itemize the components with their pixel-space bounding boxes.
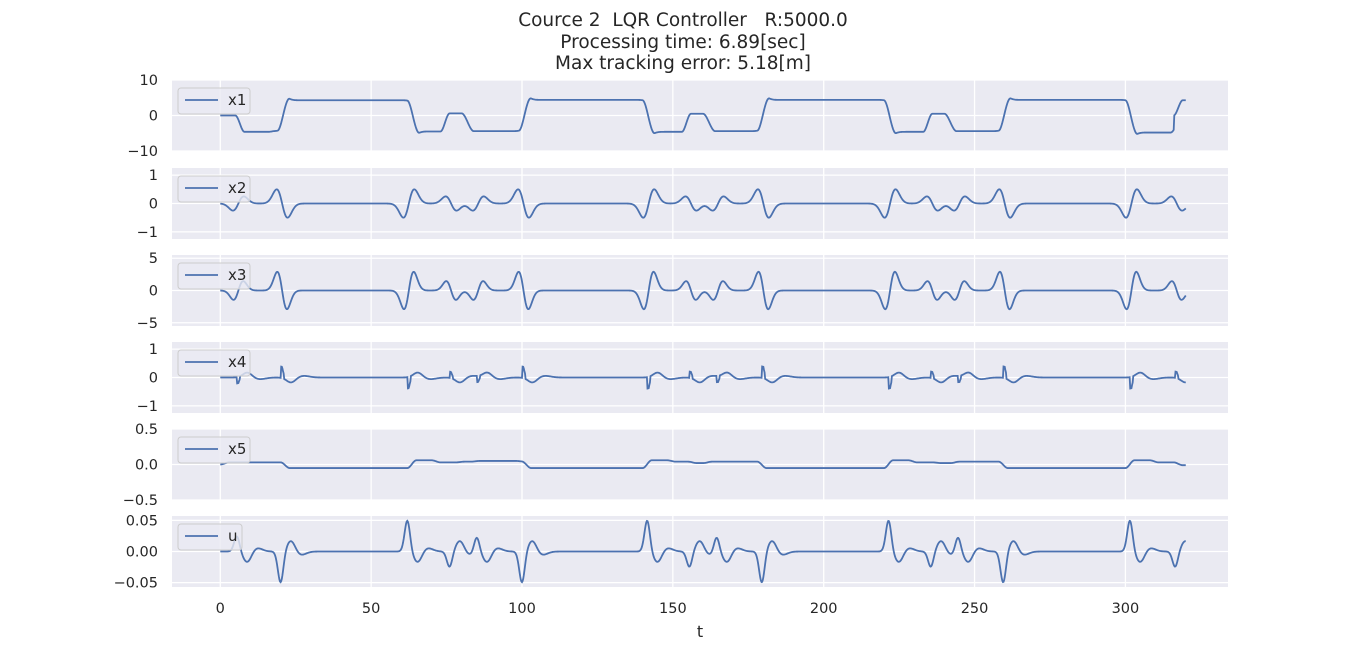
figure-title: Cource 2 LQR Controller R:5000.0 Process… [0, 10, 1366, 75]
subplot-u: −0.05 0.00 0.05 u [114, 513, 1228, 592]
y-tick-label: 0.05 [126, 513, 158, 529]
x-axis-label: t [697, 622, 703, 641]
legend-box [177, 436, 251, 464]
subplot-x3: −5 0 5 x3 [137, 251, 1228, 332]
legend-label: x1 [228, 91, 246, 109]
legend-box [177, 262, 251, 290]
legend-label: x3 [228, 266, 246, 284]
legend-x5: x5 [177, 436, 251, 464]
x-tick-label: 100 [508, 601, 536, 617]
series-line-x4 [220, 365, 1186, 390]
x-tick-label: 200 [810, 601, 838, 617]
x-tick-label: 150 [659, 601, 687, 617]
y-tick-label: −10 [127, 144, 158, 160]
legend-box [177, 87, 251, 115]
legend-x4: x4 [177, 349, 251, 377]
y-tick-label: 0 [149, 109, 158, 125]
y-tick-label: 0.00 [126, 545, 158, 561]
legend-u: u [177, 523, 243, 551]
series-line-u [220, 519, 1186, 584]
legend-box [177, 175, 251, 203]
legend-box [177, 349, 251, 377]
y-tick-label: 0.0 [135, 458, 158, 474]
y-tick-label: −1 [137, 225, 158, 241]
y-tick-label: 1 [149, 168, 158, 184]
legend-x1: x1 [177, 87, 251, 115]
y-tick-label: 0 [149, 197, 158, 213]
y-tick-label: −5 [137, 316, 158, 332]
series-line-x1 [220, 97, 1186, 135]
y-tick-label: 1 [149, 342, 158, 358]
subplot-x4: −1 0 1 x4 [137, 342, 1228, 415]
subplot-x2: −1 0 1 x2 [137, 168, 1228, 241]
legend-x2: x2 [177, 175, 251, 203]
y-tick-label: 0 [149, 371, 158, 387]
y-tick-label: 0.5 [135, 422, 158, 438]
legend-label: x4 [228, 353, 246, 371]
subplot-x1: −10 0 10 x1 [127, 73, 1228, 160]
y-tick-label: 0 [149, 284, 158, 300]
y-tick-label: 5 [149, 251, 158, 267]
x-tick-label: 250 [961, 601, 989, 617]
legend-label: u [228, 527, 238, 545]
y-tick-label: 10 [140, 73, 158, 89]
series-line-x3 [220, 270, 1187, 311]
y-tick-label: −1 [137, 399, 158, 415]
series-line-x5 [220, 459, 1186, 469]
legend-label: x5 [228, 440, 246, 458]
title-line-1: Cource 2 LQR Controller R:5000.0 [518, 10, 848, 31]
x-tick-label: 300 [1112, 601, 1140, 617]
y-tick-label: −0.05 [114, 576, 158, 592]
legend-label: x2 [228, 179, 246, 197]
x-tick-label: 50 [362, 601, 380, 617]
series-line-x2 [220, 188, 1187, 219]
x-tick-label: 0 [216, 601, 225, 617]
legend-x3: x3 [177, 262, 251, 290]
legend-box [177, 523, 243, 551]
title-line-2: Processing time: 6.89[sec] [560, 31, 806, 53]
title-line-3: Max tracking error: 5.18[m] [555, 53, 811, 74]
subplot-x5: −0.5 0.0 0.5 x5 [123, 422, 1228, 509]
y-tick-label: −0.5 [123, 493, 158, 509]
